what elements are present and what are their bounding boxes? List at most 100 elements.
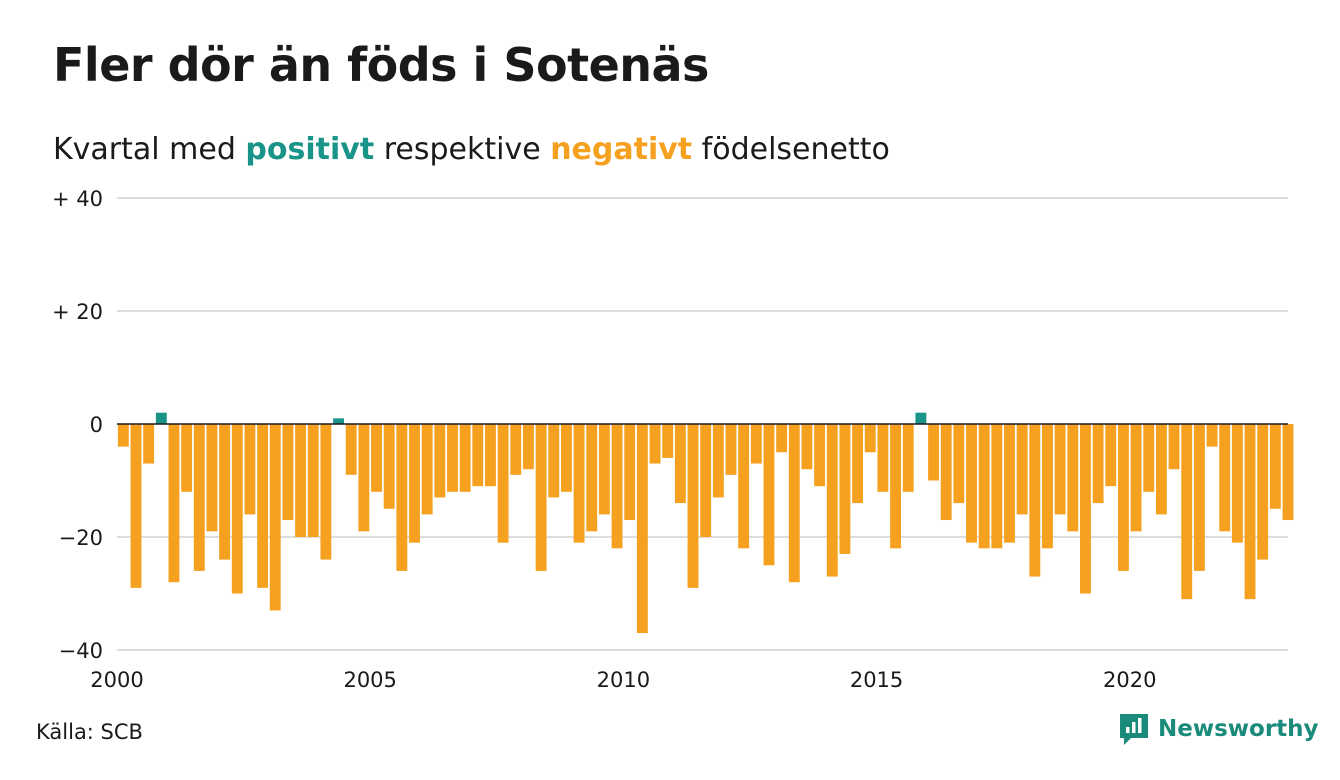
bar (181, 424, 193, 492)
bar (117, 424, 129, 447)
x-tick-label: 2005 (343, 668, 396, 692)
bar (560, 424, 572, 492)
bar (649, 424, 661, 464)
bar (877, 424, 889, 492)
bar (168, 424, 180, 583)
bar (472, 424, 484, 487)
bar (991, 424, 1003, 549)
bar (940, 424, 952, 521)
bar (130, 424, 142, 588)
bar (636, 424, 648, 634)
bar (1257, 424, 1269, 560)
bar (814, 424, 826, 487)
subtitle-suffix: födelsenetto (692, 132, 890, 167)
y-tick-label: + 20 (52, 300, 103, 324)
bar (750, 424, 762, 464)
x-tick-label: 2010 (597, 668, 650, 692)
bar (371, 424, 382, 492)
bar (383, 424, 395, 509)
bar (522, 424, 534, 470)
bar (801, 424, 813, 470)
bar (1105, 424, 1117, 487)
bar (206, 424, 218, 532)
bar (1080, 424, 1091, 594)
bar (978, 424, 990, 549)
bar (257, 424, 269, 588)
bar (1016, 424, 1028, 515)
bar (928, 424, 939, 481)
bar (307, 424, 319, 537)
bar (1244, 424, 1256, 600)
newsworthy-logo-icon (1120, 714, 1148, 745)
bar (396, 424, 408, 571)
bar (712, 424, 724, 498)
source-note: Källa: SCB (36, 720, 143, 744)
bar (586, 424, 598, 532)
bar (143, 424, 155, 464)
subtitle-positive-label: positivt (245, 132, 375, 167)
bar (1130, 424, 1142, 532)
bar (447, 424, 458, 492)
bar (826, 424, 838, 577)
y-tick-label: −40 (59, 639, 103, 663)
bar (459, 424, 471, 492)
bar (1117, 424, 1129, 571)
chart-title: Fler dör än föds i Sotenäs (53, 38, 709, 92)
brand-name: Newsworthy (1158, 716, 1319, 742)
bar (738, 424, 750, 549)
bar (269, 424, 281, 611)
bar (1067, 424, 1079, 532)
bar (902, 424, 914, 492)
bar (434, 424, 446, 498)
bar (295, 424, 307, 537)
bar (320, 424, 332, 560)
bar (193, 424, 205, 571)
bar (624, 424, 636, 521)
bar (611, 424, 623, 549)
brand-logo[interactable]: Newsworthy (1118, 712, 1319, 746)
bar (409, 424, 420, 543)
bar (1168, 424, 1180, 470)
bar (358, 424, 370, 532)
bar (687, 424, 699, 588)
bar (497, 424, 509, 543)
bar (700, 424, 712, 537)
subtitle-negative-label: negativt (550, 132, 693, 167)
y-tick-label: + 40 (52, 187, 103, 211)
bar (662, 424, 674, 458)
bar (1181, 424, 1193, 600)
bar (1269, 424, 1281, 509)
bar (155, 412, 167, 424)
bar (890, 424, 902, 549)
bar (548, 424, 560, 498)
bar (776, 424, 788, 453)
bar (763, 424, 775, 566)
y-tick-label: −20 (59, 526, 103, 550)
subtitle-prefix: Kvartal med (53, 132, 246, 167)
bar (966, 424, 977, 543)
bar (1029, 424, 1041, 577)
bar (510, 424, 522, 475)
x-tick-label: 2000 (90, 668, 143, 692)
bar (282, 424, 294, 521)
x-tick-label: 2015 (850, 668, 903, 692)
bar (573, 424, 585, 543)
bar (1155, 424, 1167, 515)
bar (788, 424, 800, 583)
bar (1219, 424, 1231, 532)
bar (864, 424, 876, 453)
bar (1004, 424, 1015, 543)
y-tick-label: 0 (90, 413, 103, 437)
bar (1143, 424, 1155, 492)
bar (915, 412, 927, 424)
bar (1054, 424, 1066, 515)
bar (244, 424, 256, 515)
bar (1193, 424, 1205, 571)
bar (333, 418, 344, 424)
x-tick-label: 2020 (1103, 668, 1156, 692)
bar (231, 424, 243, 594)
subtitle-middle: respektive (374, 132, 551, 167)
bar (1092, 424, 1104, 504)
bar (839, 424, 851, 554)
